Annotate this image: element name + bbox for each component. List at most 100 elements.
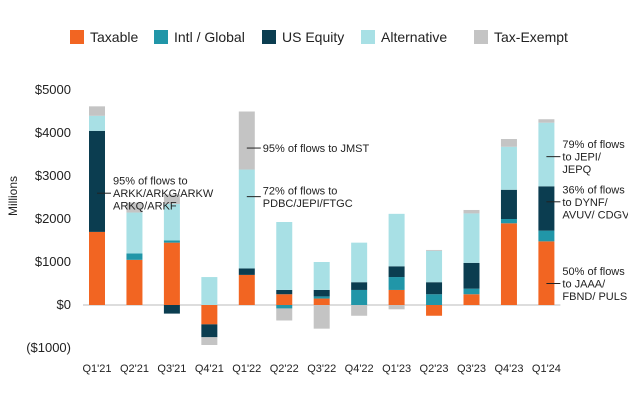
x-tick-label: Q1'21 xyxy=(82,363,111,375)
bar-segment-alternative xyxy=(276,222,293,290)
bar-segment-taxable xyxy=(426,305,443,316)
annotation-text: to DYNF/ xyxy=(562,197,608,209)
annotation-text: ARKK/ARKG/ARKW xyxy=(113,188,214,200)
bar-segment-alternative xyxy=(89,115,105,131)
annotation-text: 72% of flows to xyxy=(263,185,338,197)
bar-segment-tax-exempt xyxy=(126,202,143,213)
bar-segment-alternative xyxy=(163,203,180,241)
bar-segment-alternative xyxy=(500,146,517,190)
bar-segment-alternative xyxy=(388,213,405,267)
y-tick-label: $0 xyxy=(57,297,71,312)
x-tick-label: Q1'23 xyxy=(382,363,411,375)
bar-segment-tax-exempt xyxy=(89,106,105,116)
bar-segment-intl-global xyxy=(163,240,180,243)
annotation-text: 95% of flows to xyxy=(113,176,188,188)
bar-segment-taxable xyxy=(538,241,555,305)
bar-segment-tax-exempt xyxy=(500,139,517,147)
bar-segment-intl-global xyxy=(500,219,517,224)
bar-segment-taxable xyxy=(463,294,480,305)
x-tick-label: Q2'22 xyxy=(270,363,299,375)
bar-segment-taxable xyxy=(163,242,180,305)
legend-swatch-intl-global xyxy=(154,30,168,44)
legend-swatch-taxable xyxy=(70,30,84,44)
annotation-text: 79% of flows xyxy=(562,139,625,151)
bar-segment-intl-global xyxy=(126,253,143,260)
legend-label-us-equity: US Equity xyxy=(282,29,344,45)
y-tick-label: $5000 xyxy=(35,82,71,97)
bar-segment-intl-global xyxy=(388,277,405,290)
bar-segment-tax-exempt xyxy=(351,305,368,316)
bar-segment-taxable xyxy=(276,294,293,305)
bar-segment-us-equity xyxy=(388,266,405,278)
annotation-text: to JAAA/ xyxy=(562,279,606,291)
bar-segment-intl-global xyxy=(538,230,555,242)
x-tick-label: Q1'24 xyxy=(532,363,561,375)
x-tick-label: Q2'21 xyxy=(120,363,149,375)
bar-segment-us-equity xyxy=(313,289,330,297)
annotation-text: FBND/ PULS xyxy=(562,291,627,303)
bar-segment-us-equity xyxy=(426,282,443,295)
bar-segment-alternative xyxy=(426,250,443,283)
x-tick-label: Q3'23 xyxy=(457,363,486,375)
annotation-text: to JEPI/ xyxy=(562,152,601,164)
bar-segment-us-equity xyxy=(351,282,368,290)
legend-label-tax-exempt: Tax-Exempt xyxy=(494,29,568,45)
bar-segment-us-equity xyxy=(89,130,105,232)
x-tick-label: Q2'23 xyxy=(420,363,449,375)
x-tick-label: Q4'23 xyxy=(494,363,523,375)
bars xyxy=(89,106,555,345)
x-tick-label: Q4'22 xyxy=(345,363,374,375)
bar-segment-taxable xyxy=(126,259,143,305)
bar-segment-us-equity xyxy=(463,262,480,289)
bar-segment-intl-global xyxy=(276,305,293,309)
annotation-text: JEPQ xyxy=(562,164,591,176)
x-tick-label: Q4'21 xyxy=(195,363,224,375)
bar-segment-tax-exempt xyxy=(388,305,405,310)
legend-swatch-alternative xyxy=(361,30,375,44)
bar-segment-alternative xyxy=(313,262,330,290)
legend-swatch-tax-exempt xyxy=(474,30,488,44)
bar-segment-taxable xyxy=(500,223,517,305)
bar-segment-us-equity xyxy=(538,186,555,231)
bar-segment-alternative xyxy=(201,277,218,305)
bar-segment-tax-exempt xyxy=(313,305,330,329)
bar-segment-us-equity xyxy=(163,305,180,314)
x-tick-label: Q1'22 xyxy=(232,363,261,375)
y-axis-title: Millions xyxy=(6,176,20,216)
bar-segment-alternative xyxy=(238,169,255,269)
bar-segment-taxable xyxy=(89,231,105,305)
bar-segment-taxable xyxy=(238,274,255,305)
bar-segment-us-equity xyxy=(201,324,218,338)
annotation-text: PDBC/JEPI/FTGC xyxy=(263,198,353,210)
bar-segment-us-equity xyxy=(238,268,255,275)
bar-segment-tax-exempt xyxy=(538,119,555,123)
x-tick-label: Q3'21 xyxy=(157,363,186,375)
bar-segment-tax-exempt xyxy=(276,308,293,321)
legend: Taxable Intl / Global US Equity Alternative… xyxy=(70,29,568,45)
bar-segment-tax-exempt xyxy=(426,249,443,251)
annotation-text: AVUV/ CDGV xyxy=(562,209,628,221)
annotation-text: 95% of flows to JMST xyxy=(263,143,370,155)
bar-segment-tax-exempt xyxy=(163,194,180,204)
bar-segment-intl-global xyxy=(351,289,368,305)
annotation-text: ARKQ/ARKF xyxy=(113,201,177,213)
bar-segment-taxable xyxy=(313,298,330,305)
annotation-text: 50% of flows xyxy=(562,266,625,278)
bar-segment-intl-global xyxy=(426,294,443,305)
bar-segment-tax-exempt xyxy=(201,337,218,345)
bar-segment-alternative xyxy=(538,122,555,187)
legend-swatch-us-equity xyxy=(262,30,276,44)
bar-segment-taxable xyxy=(201,305,218,325)
bar-segment-tax-exempt xyxy=(463,209,480,214)
bar-segment-us-equity xyxy=(276,289,293,295)
y-tick-label: $4000 xyxy=(35,125,71,140)
bar-segment-intl-global xyxy=(313,296,330,299)
bar-segment-us-equity xyxy=(500,189,517,219)
y-tick-label: $1000 xyxy=(35,254,71,269)
y-axis: ($1000) $0 $1000 $2000 $3000 $4000 $5000 xyxy=(26,82,71,355)
bar-segment-alternative xyxy=(126,212,143,254)
bar-segment-alternative xyxy=(463,213,480,263)
y-tick-label: $2000 xyxy=(35,211,71,226)
